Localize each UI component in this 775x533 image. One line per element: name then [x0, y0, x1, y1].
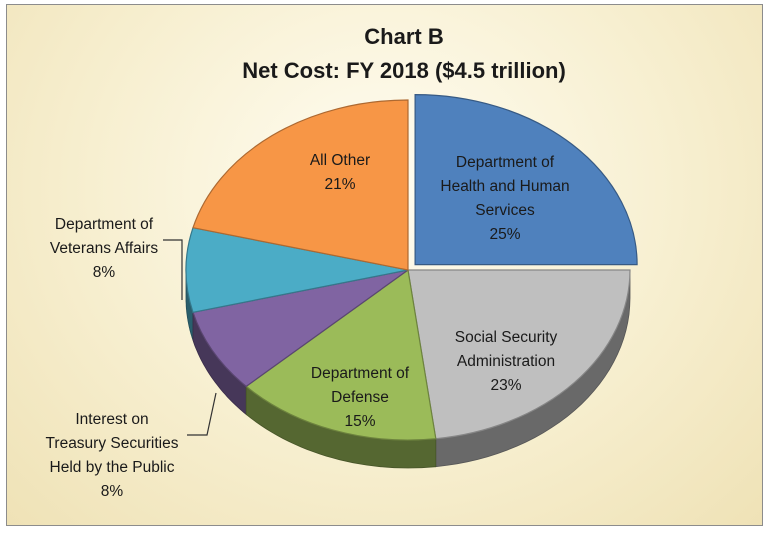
leader-line-interest: [187, 392, 217, 436]
slice-label-line: 23%: [490, 377, 521, 394]
slice-label-line: Social Security: [455, 329, 558, 346]
slice-label-line: Department of: [456, 154, 555, 171]
slice-label-line: Administration: [457, 353, 555, 370]
slice-label-line: Defense: [331, 389, 389, 406]
slice-label-defense: Department of Defense 15%: [311, 365, 410, 430]
slice-label-line: 8%: [101, 483, 124, 500]
slice-label-interest: Interest on Treasury Securities Held by th…: [46, 411, 179, 500]
pie-slice-defense: [245, 268, 437, 441]
pie-slice-all-other: [192, 99, 409, 271]
slice-label-line: 8%: [93, 264, 116, 281]
pie-slice-hhs: [414, 93, 638, 266]
slice-label-line: Treasury Securities: [46, 435, 179, 452]
slice-label-line: 15%: [344, 413, 375, 430]
slice-label-line: Services: [475, 202, 535, 219]
slice-label-line: 25%: [489, 226, 520, 243]
slice-label-line: Held by the Public: [50, 459, 175, 476]
slice-label-line: Department of: [311, 365, 410, 382]
pie-slice-va: [185, 227, 409, 313]
slice-label-va: Department of Veterans Affairs 8%: [50, 216, 159, 281]
slice-label-line: 21%: [324, 176, 355, 193]
leader-line-va: [163, 239, 183, 300]
slice-label-line: All Other: [310, 152, 370, 169]
slice-label-hhs: Department of Health and Human Services 25%: [440, 154, 569, 243]
slice-label-line: Veterans Affairs: [50, 240, 159, 257]
slice-label-line: Health and Human: [440, 178, 569, 195]
pie-slice-ssa: [407, 269, 631, 440]
pie-slice-interest: [192, 269, 409, 388]
slice-label-ssa: Social Security Administration 23%: [455, 329, 558, 394]
slice-label-line: Interest on: [75, 411, 148, 428]
chart-subtitle: Net Cost: FY 2018 ($4.5 trillion): [242, 58, 566, 83]
slice-label-line: Department of: [55, 216, 154, 233]
chart-title: Chart B: [364, 24, 443, 49]
slice-label-all-other: All Other 21%: [310, 152, 370, 193]
